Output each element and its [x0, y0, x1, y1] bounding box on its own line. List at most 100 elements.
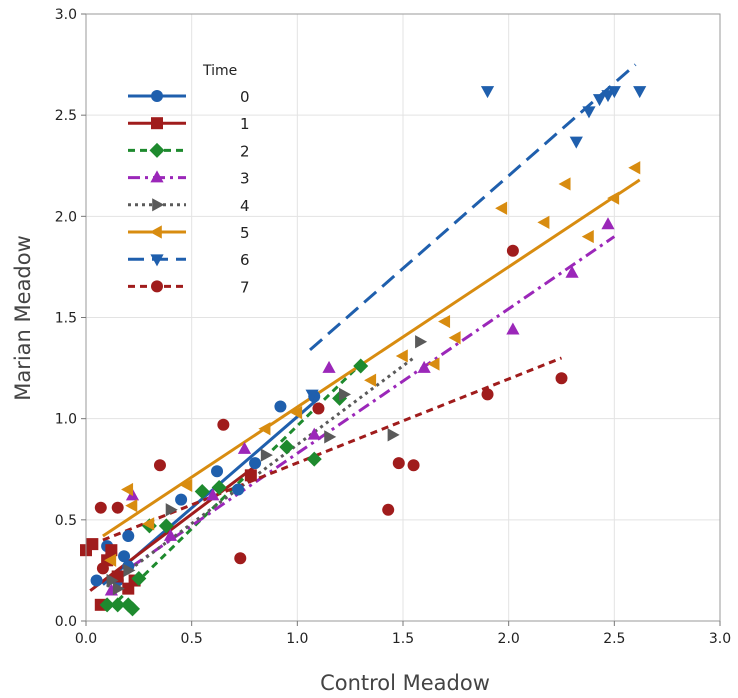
x-tick-label: 1.5 [392, 631, 414, 647]
point-time-7 [506, 244, 519, 257]
point-time-0 [249, 457, 262, 470]
point-time-0 [90, 574, 103, 587]
point-time-1 [122, 582, 135, 595]
point-time-5 [125, 499, 138, 513]
point-time-4 [123, 563, 136, 578]
y-tick-label: 3.0 [55, 7, 77, 23]
point-time-0 [232, 483, 245, 496]
x-tick-label: 0.5 [181, 631, 203, 647]
point-time-2 [211, 479, 227, 495]
fit-line-time-7 [102, 356, 563, 542]
point-time-4 [415, 335, 428, 349]
point-time-7 [153, 459, 166, 472]
point-time-7 [382, 503, 395, 516]
legend-label-time-2: 2 [240, 142, 250, 160]
point-time-7 [234, 552, 247, 565]
fit-line-time-4 [106, 356, 415, 588]
point-time-4 [260, 448, 273, 462]
y-tick-label: 1.5 [55, 311, 77, 327]
point-time-4 [324, 430, 337, 444]
legend-label-time-3: 3 [240, 170, 250, 188]
legend-title: Time [202, 63, 237, 79]
point-time-7 [217, 418, 230, 431]
legend-label-time-0: 0 [240, 88, 250, 106]
point-time-7 [96, 562, 109, 575]
point-time-2 [353, 358, 369, 374]
point-time-0 [274, 400, 287, 413]
point-time-3 [206, 488, 220, 501]
fit-line-time-3 [110, 235, 616, 582]
legend-marker-time-4 [152, 198, 165, 212]
axis-ticks: 0.0 0.5 1.0 1.5 2.0 2.5 3.0 0.0 0.5 1.0 1.5 2.0 2.5 3… [55, 7, 731, 647]
point-time-2 [194, 484, 210, 500]
point-time-2 [99, 597, 115, 613]
point-time-3 [237, 441, 252, 454]
point-time-4 [106, 573, 119, 588]
point-time-5 [142, 517, 155, 531]
point-time-1 [86, 538, 99, 551]
legend-marker-time-6 [150, 254, 164, 267]
point-time-6 [633, 86, 647, 99]
y-tick-label: 1.0 [55, 412, 77, 428]
legend-marker-time-1 [151, 117, 163, 130]
point-time-5 [121, 482, 134, 497]
fit-line-time-6 [309, 63, 637, 352]
point-time-2 [306, 451, 322, 467]
point-time-2 [131, 571, 147, 587]
point-time-5 [495, 201, 508, 215]
point-time-0 [175, 493, 188, 506]
point-time-5 [628, 161, 641, 175]
point-time-5 [537, 215, 550, 230]
point-time-3 [417, 360, 431, 373]
point-time-5 [364, 373, 377, 387]
point-time-7 [312, 402, 325, 415]
x-tick-label: 3.0 [709, 631, 731, 647]
point-time-7 [407, 459, 420, 472]
y-tick-label: 0.5 [55, 513, 77, 529]
point-time-5 [395, 349, 408, 363]
legend-label-time-6: 6 [240, 251, 250, 269]
legend-marker-time-2 [149, 142, 165, 158]
legend-label-time-7: 7 [240, 278, 250, 296]
point-time-3 [506, 322, 520, 335]
point-time-3 [163, 528, 178, 541]
point-time-7 [555, 372, 568, 385]
point-time-5 [290, 405, 303, 420]
point-time-3 [307, 427, 321, 440]
point-time-3 [601, 217, 615, 230]
point-time-1 [244, 469, 257, 482]
point-time-5 [607, 191, 620, 205]
x-tick-label: 2.5 [603, 631, 625, 647]
point-time-1 [105, 544, 118, 557]
point-time-6 [569, 136, 583, 149]
point-time-0 [118, 550, 131, 563]
legend-label-time-4: 4 [240, 197, 250, 215]
x-axis-title: Control Meadow [320, 671, 490, 695]
point-time-5 [438, 314, 451, 329]
point-time-7 [111, 501, 124, 514]
point-time-2 [110, 597, 126, 613]
legend-marker-time-7 [151, 280, 163, 293]
point-time-7 [94, 501, 107, 514]
point-time-2 [158, 518, 174, 534]
point-time-4 [112, 582, 125, 596]
point-time-5 [258, 422, 271, 436]
point-time-7 [481, 388, 494, 401]
x-tick-label: 1.0 [286, 631, 308, 647]
point-time-5 [427, 357, 440, 371]
point-time-6 [592, 94, 607, 107]
point-time-4 [387, 428, 400, 442]
legend-marker-time-0 [151, 90, 163, 102]
point-time-5 [448, 331, 461, 345]
legend: Time 0 1 2 3 4 5 6 7 [128, 63, 250, 296]
point-time-6 [582, 106, 596, 119]
point-time-5 [558, 177, 571, 191]
y-tick-label: 2.5 [55, 108, 77, 124]
x-tick-label: 2.0 [498, 631, 520, 647]
point-time-5 [581, 229, 594, 244]
y-axis-title: Marian Meadow [11, 235, 35, 401]
legend-marker-time-3 [150, 170, 164, 183]
legend-label-time-5: 5 [240, 224, 250, 242]
